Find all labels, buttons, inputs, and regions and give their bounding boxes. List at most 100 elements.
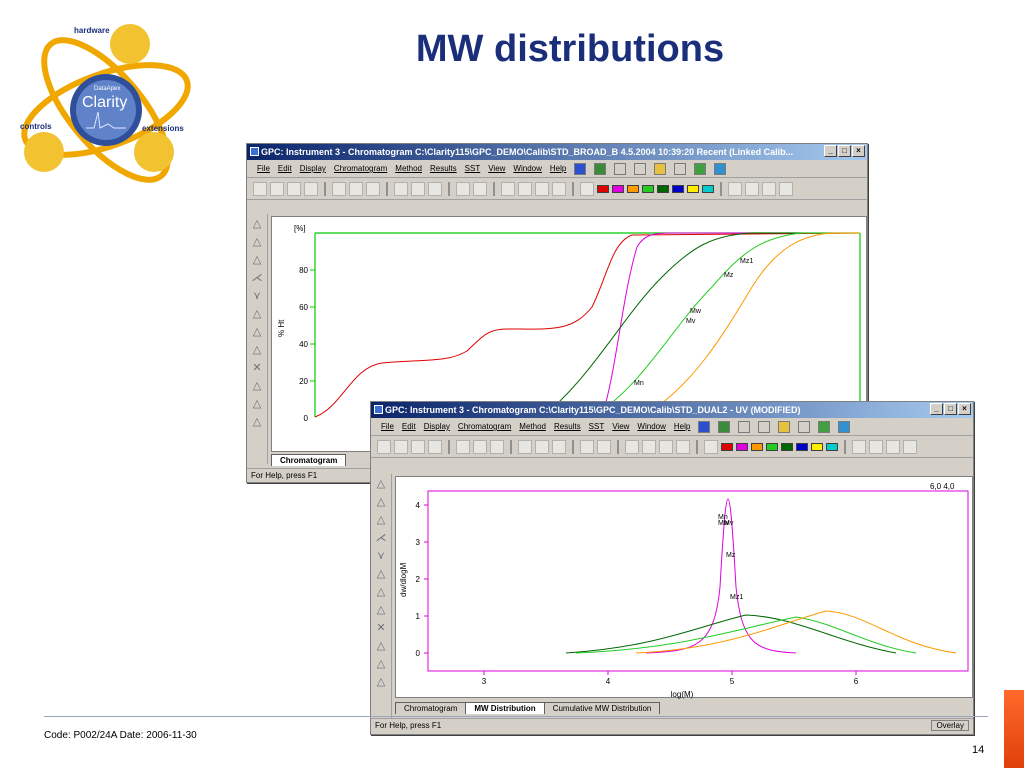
peak-tool-icon[interactable]: ⋌ [375,532,387,544]
peak-tool-icon[interactable]: △ [376,658,386,670]
peak-tool-icon[interactable]: △ [376,496,386,508]
cut-icon[interactable] [518,439,532,454]
copy-icon[interactable] [411,181,425,196]
line-chart-icon[interactable] [614,162,627,175]
redo-icon[interactable] [597,439,611,454]
menu-chromatogram[interactable]: Chromatogram [333,164,388,173]
properties-icon[interactable] [428,439,442,454]
print-preview-icon[interactable] [473,439,487,454]
menu-results[interactable]: Results [429,164,457,173]
wrench-icon[interactable] [552,181,566,196]
color-orange-icon[interactable] [751,442,763,451]
menu-window[interactable]: Window [637,422,666,431]
grid-icon[interactable] [869,439,883,454]
color-green-icon[interactable] [642,184,654,193]
color-magenta-icon[interactable] [736,442,748,451]
peak-tool-icon[interactable]: ⋎ [252,290,262,302]
move-icon[interactable] [728,181,742,196]
save-icon[interactable] [270,181,284,196]
tab-chromatogram[interactable]: Chromatogram [395,702,467,714]
menu-sst[interactable]: SST [588,422,605,431]
calibration-icon[interactable] [818,420,831,433]
peak-tool-icon[interactable]: △ [376,640,386,652]
peak-tool-icon[interactable]: △ [252,218,262,230]
print-preview-icon[interactable] [349,181,363,196]
peak-tool-icon[interactable]: △ [252,254,262,266]
zoom-in-icon[interactable] [625,439,639,454]
calculator-icon[interactable] [903,439,917,454]
export-icon[interactable] [714,162,727,175]
undo-icon[interactable] [456,181,470,196]
print-icon[interactable] [366,181,380,196]
menu-chromatogram[interactable]: Chromatogram [457,422,512,431]
tools-icon[interactable] [886,439,900,454]
move-icon[interactable] [852,439,866,454]
edit-icon[interactable] [798,420,811,433]
monitor-icon[interactable] [654,162,667,175]
menu-help[interactable]: Help [673,422,691,431]
peak-tool-icon[interactable]: △ [376,604,386,616]
close-button[interactable]: × [852,145,865,157]
calculator-icon[interactable] [779,181,793,196]
tab-chromatogram[interactable]: Chromatogram [271,454,347,466]
minimize-button[interactable]: _ [824,145,837,157]
peak-tool-icon[interactable]: △ [252,416,262,428]
peak-tool-icon[interactable]: △ [252,380,262,392]
color-darkgreen-icon[interactable] [781,442,793,451]
overlay-mode-icon[interactable] [580,181,594,196]
wrench-icon[interactable] [676,439,690,454]
paste-icon[interactable] [552,439,566,454]
menu-display[interactable]: Display [299,164,326,173]
color-yellow-icon[interactable] [687,184,699,193]
color-green-icon[interactable] [766,442,778,451]
color-cyan-icon[interactable] [826,442,838,451]
menu-sst[interactable]: SST [464,164,481,173]
undo-icon[interactable] [580,439,594,454]
save-icon[interactable] [394,439,408,454]
menu-window[interactable]: Window [513,164,542,173]
minimize-button[interactable]: _ [930,403,943,415]
cut-icon[interactable] [394,181,408,196]
delete-icon[interactable] [287,181,301,196]
color-orange-icon[interactable] [627,184,639,193]
color-cyan-icon[interactable] [702,184,714,193]
report-icon[interactable] [594,162,607,175]
paste-icon[interactable] [428,181,442,196]
close-button[interactable]: × [958,403,971,415]
menu-method[interactable]: Method [519,422,546,431]
window1-titlebar[interactable]: GPC: Instrument 3 - Chromatogram C:\Clar… [247,144,867,160]
open-folder-icon[interactable] [456,439,470,454]
area-chart-icon[interactable] [634,162,647,175]
color-yellow-icon[interactable] [811,442,823,451]
open-icon[interactable] [253,181,267,196]
peak-tool-icon[interactable]: △ [252,344,262,356]
maximize-button[interactable]: □ [944,403,957,415]
tab-cumulative-mw-distribution[interactable]: Cumulative MW Distribution [543,702,661,714]
instrument-icon[interactable] [698,420,711,433]
menu-file[interactable]: File [381,422,394,431]
line-chart-icon[interactable] [738,420,751,433]
report-icon[interactable] [718,420,731,433]
peak-tool-icon[interactable]: ⋌ [251,272,263,284]
color-darkgreen-icon[interactable] [657,184,669,193]
peak-tool-icon[interactable]: △ [252,236,262,248]
menu-method[interactable]: Method [395,164,422,173]
peak-tool-icon[interactable]: △ [376,568,386,580]
properties-icon[interactable] [304,181,318,196]
redo-icon[interactable] [473,181,487,196]
peak-tool-icon[interactable]: △ [376,514,386,526]
window2-titlebar[interactable]: GPC: Instrument 3 - Chromatogram C:\Clar… [371,402,973,418]
menu-display[interactable]: Display [423,422,450,431]
color-blue-icon[interactable] [672,184,684,193]
chromatogram-window-dual[interactable]: GPC: Instrument 3 - Chromatogram C:\Clar… [370,401,974,735]
monitor-icon[interactable] [778,420,791,433]
peak-tool-icon[interactable]: △ [252,326,262,338]
zoom-in-icon[interactable] [501,181,515,196]
peak-tool-icon[interactable]: ✕ [376,622,386,634]
open-icon[interactable] [377,439,391,454]
copy-icon[interactable] [535,439,549,454]
calibration-icon[interactable] [694,162,707,175]
peak-tool-icon[interactable]: ⋎ [376,550,386,562]
zoom-out-icon[interactable] [642,439,656,454]
tab-mw-distribution[interactable]: MW Distribution [465,702,545,714]
